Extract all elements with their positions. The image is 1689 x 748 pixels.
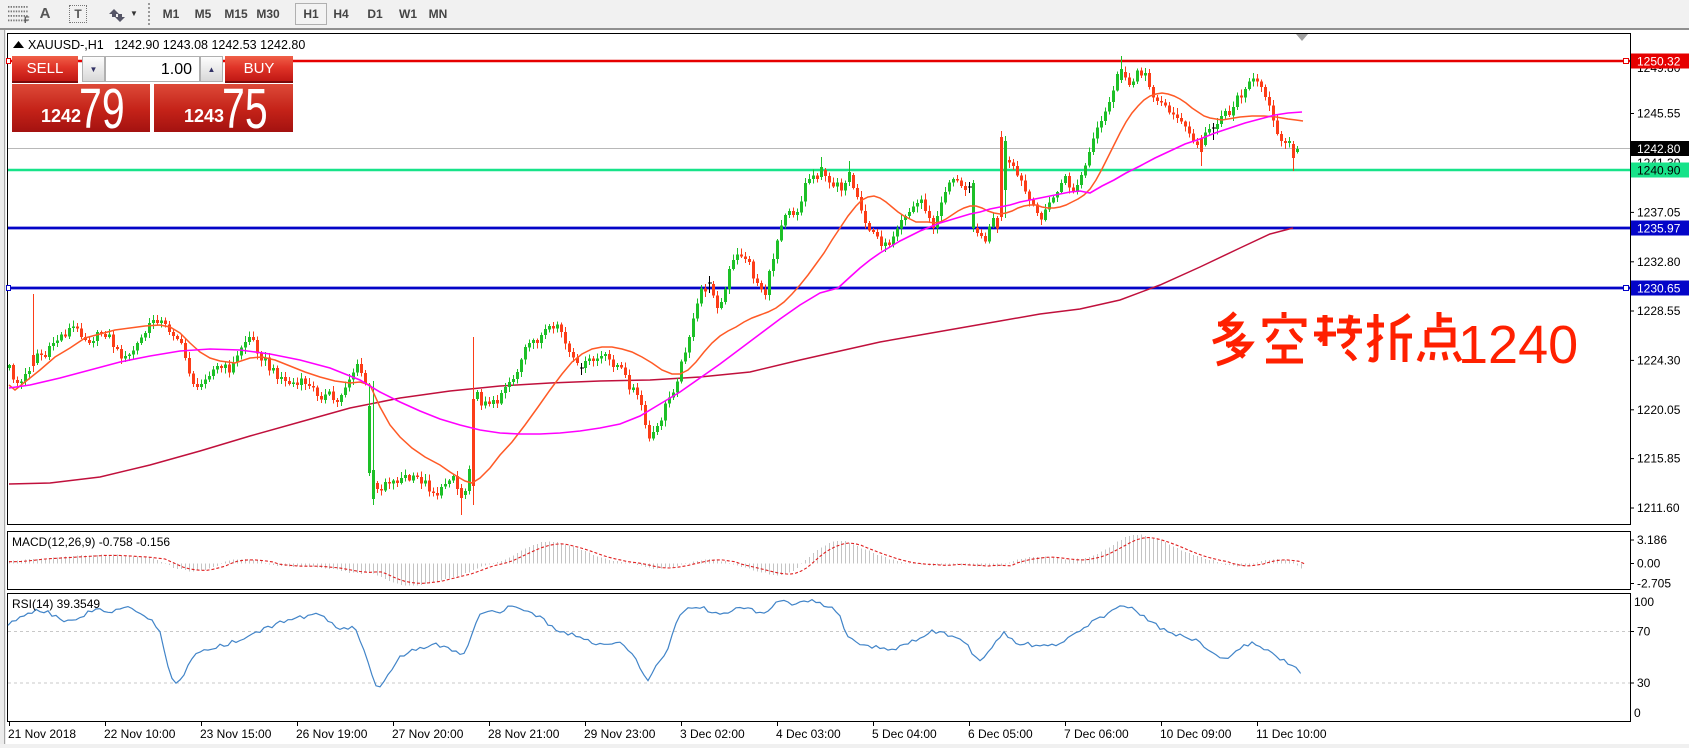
svg-text:23 Nov 15:00: 23 Nov 15:00 <box>200 727 272 741</box>
svg-text:1211.60: 1211.60 <box>1637 501 1680 515</box>
svg-text:F: F <box>24 15 30 24</box>
svg-text:1230.65: 1230.65 <box>1637 282 1681 296</box>
svg-text:6 Dec 05:00: 6 Dec 05:00 <box>968 727 1033 741</box>
svg-text:0.00: 0.00 <box>1637 557 1661 571</box>
svg-text:1232.80: 1232.80 <box>1637 255 1681 269</box>
svg-text:1228.55: 1228.55 <box>1637 304 1681 318</box>
svg-text:26 Nov 19:00: 26 Nov 19:00 <box>296 727 368 741</box>
svg-text:RSI(14) 39.3549: RSI(14) 39.3549 <box>12 597 100 611</box>
svg-text:1235.97: 1235.97 <box>1637 222 1681 236</box>
svg-text:0: 0 <box>1634 706 1641 720</box>
svg-text:1250.32: 1250.32 <box>1637 55 1681 69</box>
svg-text:1240: 1240 <box>1458 315 1578 375</box>
svg-text:30: 30 <box>1637 676 1651 690</box>
svg-text:21 Nov 2018: 21 Nov 2018 <box>8 727 76 741</box>
svg-text:3.186: 3.186 <box>1637 533 1667 547</box>
svg-text:28 Nov 21:00: 28 Nov 21:00 <box>488 727 560 741</box>
svg-text:1237.05: 1237.05 <box>1637 205 1681 219</box>
svg-text:22 Nov 10:00: 22 Nov 10:00 <box>104 727 176 741</box>
svg-text:1242.80: 1242.80 <box>1637 142 1681 156</box>
svg-text:1240.90: 1240.90 <box>1637 164 1681 178</box>
svg-text:1220.05: 1220.05 <box>1637 403 1681 417</box>
svg-text:MACD(12,26,9) -0.758 -0.156: MACD(12,26,9) -0.758 -0.156 <box>12 535 170 549</box>
svg-text:4 Dec 03:00: 4 Dec 03:00 <box>776 727 841 741</box>
svg-text:11 Dec 10:00: 11 Dec 10:00 <box>1256 727 1327 741</box>
svg-text:-2.705: -2.705 <box>1637 577 1671 591</box>
svg-text:7 Dec 06:00: 7 Dec 06:00 <box>1064 727 1129 741</box>
svg-text:70: 70 <box>1637 625 1651 639</box>
svg-text:1245.55: 1245.55 <box>1637 107 1681 121</box>
svg-text:27 Nov 20:00: 27 Nov 20:00 <box>392 727 464 741</box>
svg-text:3 Dec 02:00: 3 Dec 02:00 <box>680 727 745 741</box>
svg-text:XAUUSD-,H1 1242.90 1243.08 1: XAUUSD-,H1 1242.90 1243.08 1242.53 1242.… <box>28 38 305 52</box>
svg-text:5 Dec 04:00: 5 Dec 04:00 <box>872 727 937 741</box>
svg-text:1224.30: 1224.30 <box>1637 353 1681 367</box>
svg-text:10 Dec 09:00: 10 Dec 09:00 <box>1160 727 1232 741</box>
svg-text:100: 100 <box>1634 595 1654 609</box>
svg-text:1215.85: 1215.85 <box>1637 452 1681 466</box>
svg-text:29 Nov 23:00: 29 Nov 23:00 <box>584 727 656 741</box>
